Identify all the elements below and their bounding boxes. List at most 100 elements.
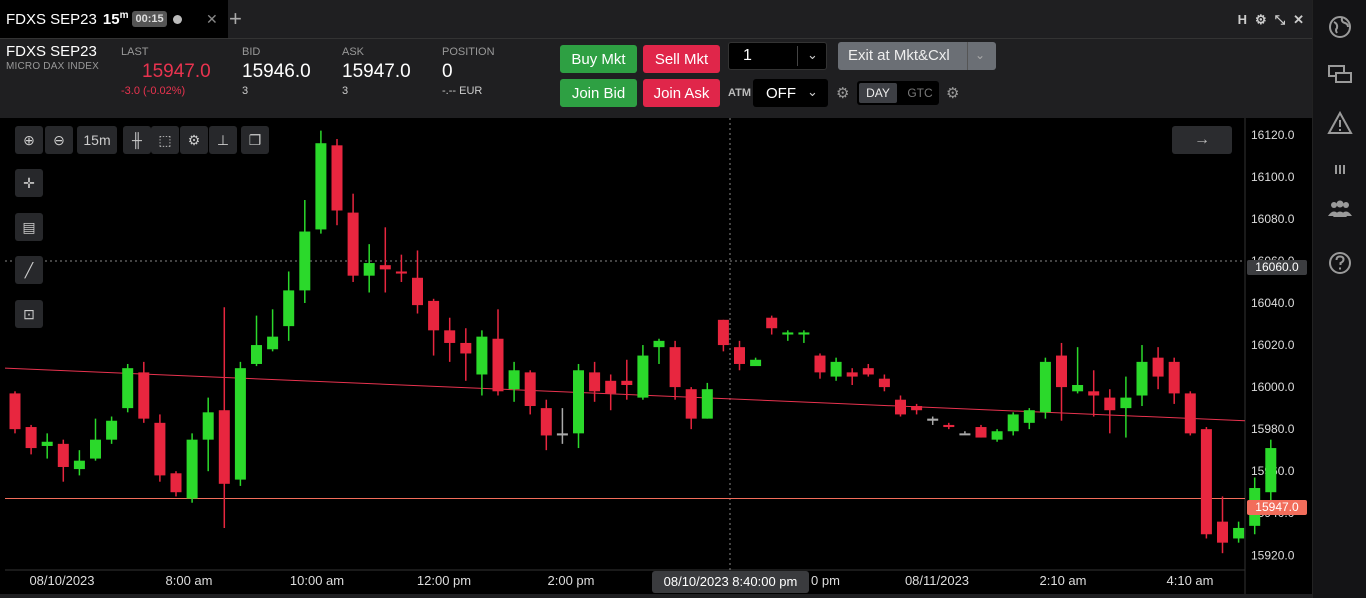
help-icon[interactable] <box>1327 250 1353 276</box>
last-value: 15947.0 <box>142 61 211 82</box>
chart-style-icon[interactable]: ╫ <box>123 126 151 154</box>
x-tick-label: 10:00 am <box>290 573 344 588</box>
join-ask-button[interactable]: Join Ask <box>643 79 720 107</box>
add-tab-icon[interactable]: + <box>229 6 242 31</box>
tif-gear-icon[interactable]: ⚙ <box>946 85 960 102</box>
interval-button[interactable]: 15m <box>77 126 117 154</box>
candle-body <box>267 336 279 350</box>
chevron-down-icon[interactable]: ⌄ <box>975 48 986 62</box>
candle-body <box>621 380 633 385</box>
candle-body <box>895 399 906 415</box>
candle-body <box>379 265 391 270</box>
close-tab-icon[interactable]: ✕ <box>206 11 218 27</box>
atm-label: ATM <box>728 87 752 99</box>
tab-title: FDXS SEP23 <box>6 10 97 28</box>
x-tick-label: 8:00 am <box>166 573 213 588</box>
candle-body <box>331 145 343 211</box>
indicators-icon[interactable]: ⊥ <box>209 126 237 154</box>
candle-body <box>1184 393 1196 434</box>
exit-at-mkt-button[interactable]: Exit at Mkt&Cxl ⌄ <box>838 42 996 70</box>
candle-body <box>1088 391 1100 396</box>
bottom-strip <box>0 594 1312 598</box>
zoom-out-icon[interactable]: ⊖ <box>45 126 73 154</box>
chat-icon[interactable] <box>1327 62 1353 88</box>
y-tick-label: 15980.0 <box>1251 422 1295 436</box>
right-rail <box>1312 0 1366 598</box>
globe-icon[interactable] <box>1327 14 1353 40</box>
users-icon[interactable] <box>1327 196 1353 222</box>
candle-body <box>927 418 939 421</box>
candle-body <box>589 372 601 392</box>
chart-tab[interactable]: FDXS SEP23 15m 00:15 ✕ <box>0 0 228 38</box>
exit-label: Exit at Mkt&Cxl <box>848 47 950 64</box>
sell-mkt-button[interactable]: Sell Mkt <box>643 45 720 73</box>
divider <box>967 42 968 70</box>
x-tick-label: 0 pm <box>811 573 840 588</box>
quantity-selector[interactable]: 1 ⌄ <box>728 42 827 70</box>
chevron-down-icon[interactable]: ⌄ <box>807 47 818 62</box>
candle-body <box>444 330 456 343</box>
lock-icon[interactable]: ⊡ <box>15 300 43 328</box>
candle-body <box>299 231 311 291</box>
x-tick-label: 4:10 am <box>1167 573 1214 588</box>
x-tick-label: 12:00 pm <box>417 573 471 588</box>
candle-body <box>814 355 826 373</box>
atm-gear-icon[interactable]: ⚙ <box>836 85 850 102</box>
candle-body <box>476 336 488 375</box>
position-value: 0 <box>442 61 453 82</box>
bar-timer: 00:15 <box>132 11 167 27</box>
candle-body <box>846 372 858 377</box>
join-bid-button[interactable]: Join Bid <box>560 79 637 107</box>
close-icon[interactable]: ✕ <box>1293 12 1304 27</box>
price-chart[interactable]: 16120.0 16100.0 16080.0 16060.0 16040.0 16020… <box>5 118 1312 594</box>
y-tick-label: 16000.0 <box>1251 380 1295 394</box>
zoom-in-icon[interactable]: ⊕ <box>15 126 43 154</box>
columns-icon[interactable] <box>1327 158 1353 184</box>
atm-selector[interactable]: OFF ⌄ <box>753 79 828 107</box>
instrument-symbol: FDXS SEP23 <box>6 43 97 60</box>
candle-body <box>234 368 246 480</box>
candle-body <box>524 372 536 407</box>
y-tick-label: 16100.0 <box>1251 170 1295 184</box>
tab-interval: 15m <box>102 10 129 28</box>
h-button[interactable]: H <box>1237 12 1248 27</box>
instrument-description: MICRO DAX INDEX <box>6 61 100 72</box>
arrow-right-icon[interactable]: → <box>1172 126 1232 154</box>
candle-body <box>25 427 37 449</box>
buy-mkt-button[interactable]: Buy Mkt <box>560 45 637 73</box>
candle-body <box>830 361 842 377</box>
candle-body <box>138 372 150 419</box>
candle-body <box>798 332 810 335</box>
candle-body <box>1136 361 1148 396</box>
chart-settings-icon[interactable]: ⚙ <box>180 126 208 154</box>
tif-day-button[interactable]: DAY <box>859 83 897 103</box>
minimize-icon[interactable]: ⤡ <box>1274 12 1286 27</box>
candlestick-chart[interactable]: 16120.0 16100.0 16080.0 16060.0 16040.0 16020… <box>5 118 1312 594</box>
gear-icon[interactable]: ⚙ <box>1255 12 1267 27</box>
ask-label: ASK <box>342 46 365 58</box>
select-area-icon[interactable]: ⬚ <box>151 126 179 154</box>
candle-body <box>41 441 53 446</box>
candle-body <box>991 431 1003 440</box>
tif-gtc-button[interactable]: GTC <box>907 86 933 100</box>
candle-body <box>1056 355 1067 388</box>
candle-body <box>170 473 182 493</box>
candle-body <box>1168 361 1180 394</box>
candle-body <box>1039 361 1051 413</box>
candle-body <box>685 389 697 419</box>
quantity-value: 1 <box>743 47 752 64</box>
crosshair-icon[interactable]: ✛ <box>15 169 43 197</box>
warning-icon[interactable] <box>1327 110 1353 136</box>
candle-body <box>251 345 262 364</box>
ask-value: 15947.0 <box>342 61 411 82</box>
candle-body <box>911 406 923 411</box>
templates-icon[interactable]: ❐ <box>241 126 269 154</box>
position-pnl: -.-- EUR <box>442 85 483 97</box>
trend-line <box>5 367 1246 422</box>
candle-body <box>154 422 166 476</box>
candle-body <box>395 271 407 274</box>
draw-line-icon[interactable]: ╱ <box>15 256 43 284</box>
order-list-icon[interactable]: ▤ <box>15 213 43 241</box>
y-tick-label: 16040.0 <box>1251 296 1295 310</box>
x-tick-label: 08/11/2023 <box>905 573 969 588</box>
